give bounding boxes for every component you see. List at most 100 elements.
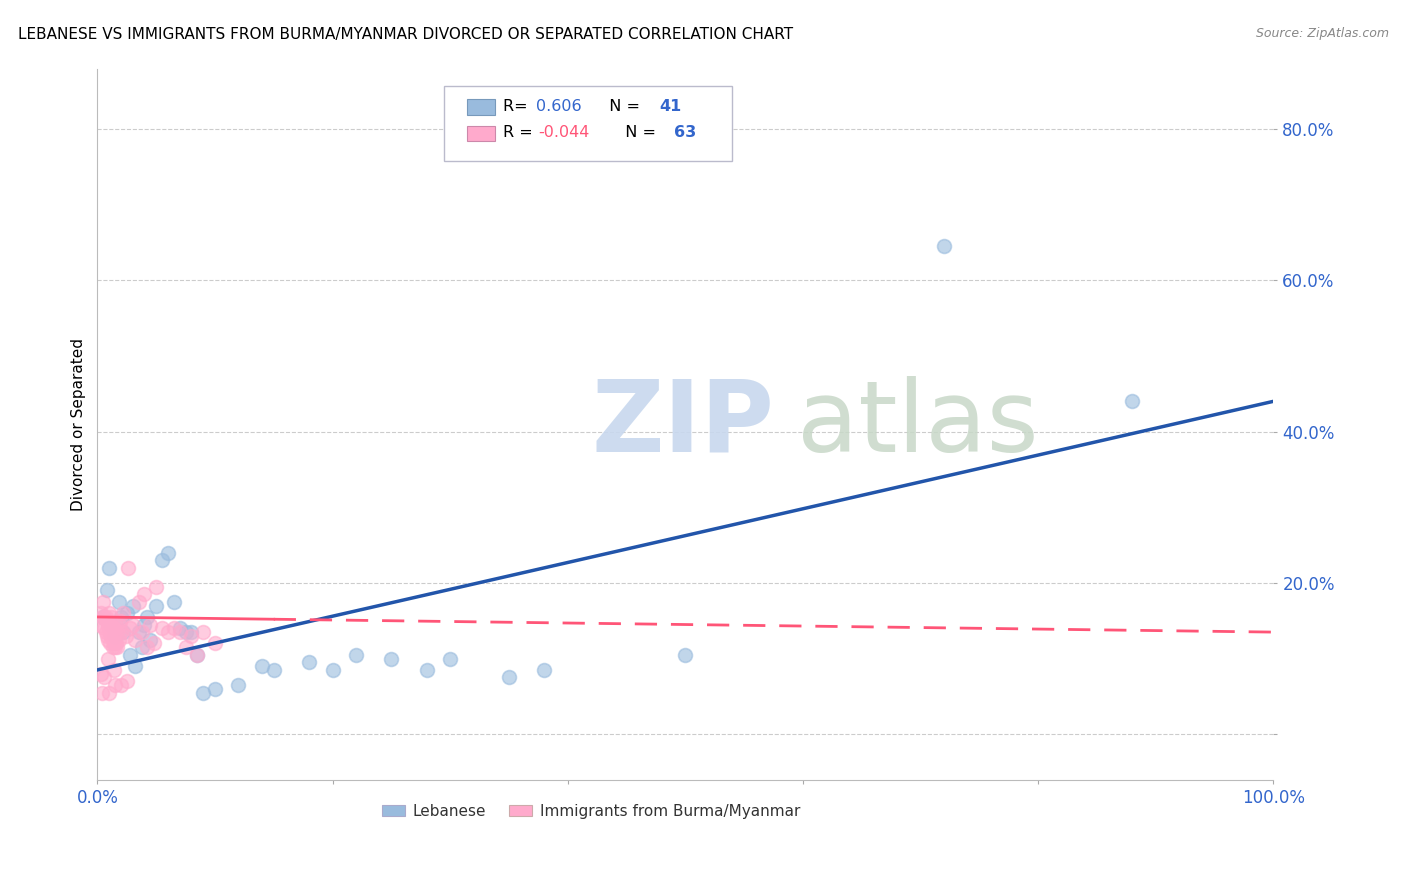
Point	[250, 659, 273, 673]
Point	[156, 625, 179, 640]
Text: ZIP: ZIP	[591, 376, 775, 473]
Point	[110, 625, 132, 640]
Point	[100, 610, 122, 624]
Point	[100, 617, 122, 632]
Point	[100, 629, 122, 643]
Point	[1121, 394, 1143, 409]
Point	[98, 685, 121, 699]
Point	[150, 621, 173, 635]
Point	[380, 651, 402, 665]
Point	[107, 617, 129, 632]
Point	[169, 625, 191, 640]
Point	[98, 636, 121, 650]
Point	[96, 629, 118, 643]
Text: 63: 63	[673, 125, 696, 140]
Point	[139, 632, 162, 647]
Point	[120, 648, 142, 662]
Point	[90, 666, 112, 681]
Point	[104, 625, 127, 640]
Point	[142, 636, 165, 650]
Point	[104, 629, 127, 643]
Point	[156, 546, 179, 560]
Text: N =: N =	[614, 125, 661, 140]
Point	[93, 621, 115, 635]
Point	[94, 610, 117, 624]
FancyBboxPatch shape	[467, 99, 495, 115]
Point	[124, 659, 146, 673]
Point	[103, 621, 125, 635]
Legend: Lebanese, Immigrants from Burma/Myanmar: Lebanese, Immigrants from Burma/Myanmar	[377, 798, 806, 825]
Point	[98, 561, 121, 575]
Point	[103, 636, 125, 650]
Point	[134, 617, 156, 632]
Point	[121, 599, 143, 613]
Point	[169, 621, 191, 635]
Point	[114, 629, 136, 643]
Point	[344, 648, 367, 662]
Point	[96, 614, 118, 628]
Point	[89, 617, 111, 632]
FancyBboxPatch shape	[444, 87, 733, 161]
Point	[112, 625, 135, 640]
Point	[105, 640, 128, 655]
Point	[104, 678, 127, 692]
Point	[193, 685, 215, 699]
Point	[298, 656, 321, 670]
Point	[124, 632, 146, 647]
Point	[163, 621, 186, 635]
Text: 41: 41	[659, 99, 682, 113]
Point	[90, 606, 112, 620]
Point	[135, 610, 157, 624]
Point	[91, 595, 114, 609]
Point	[193, 625, 215, 640]
Point	[204, 636, 226, 650]
Point	[105, 636, 128, 650]
Point	[117, 561, 139, 575]
Point	[104, 640, 127, 655]
Point	[91, 610, 114, 624]
Point	[115, 606, 138, 620]
Point	[131, 640, 153, 655]
Point	[135, 640, 157, 655]
Text: Source: ZipAtlas.com: Source: ZipAtlas.com	[1256, 27, 1389, 40]
Point	[96, 583, 118, 598]
Point	[134, 587, 156, 601]
Text: R =: R =	[503, 125, 538, 140]
Text: LEBANESE VS IMMIGRANTS FROM BURMA/MYANMAR DIVORCED OR SEPARATED CORRELATION CHAR: LEBANESE VS IMMIGRANTS FROM BURMA/MYANMA…	[18, 27, 793, 42]
Point	[97, 617, 120, 632]
Point	[103, 663, 125, 677]
Point	[108, 614, 131, 628]
Text: N =: N =	[599, 99, 645, 113]
Point	[107, 595, 129, 609]
Point	[98, 625, 121, 640]
Point	[97, 651, 120, 665]
Point	[533, 663, 555, 677]
Point	[107, 632, 129, 647]
Point	[439, 651, 461, 665]
Point	[101, 640, 124, 655]
Point	[128, 625, 150, 640]
Point	[139, 617, 162, 632]
Point	[186, 648, 208, 662]
Y-axis label: Divorced or Separated: Divorced or Separated	[72, 337, 86, 510]
Point	[93, 671, 115, 685]
Point	[186, 648, 208, 662]
Point	[98, 621, 121, 635]
Point	[163, 595, 186, 609]
Point	[97, 632, 120, 647]
Point	[673, 648, 696, 662]
Point	[120, 621, 142, 635]
Text: atlas: atlas	[797, 376, 1039, 473]
Text: -0.044: -0.044	[538, 125, 589, 140]
Text: R=: R=	[503, 99, 533, 113]
Point	[105, 625, 128, 640]
Point	[91, 685, 114, 699]
Point	[228, 678, 250, 692]
Point	[110, 610, 132, 624]
Point	[145, 580, 167, 594]
Point	[150, 553, 173, 567]
Point	[932, 239, 955, 253]
Point	[128, 595, 150, 609]
Point	[204, 681, 226, 696]
Point	[180, 625, 202, 640]
